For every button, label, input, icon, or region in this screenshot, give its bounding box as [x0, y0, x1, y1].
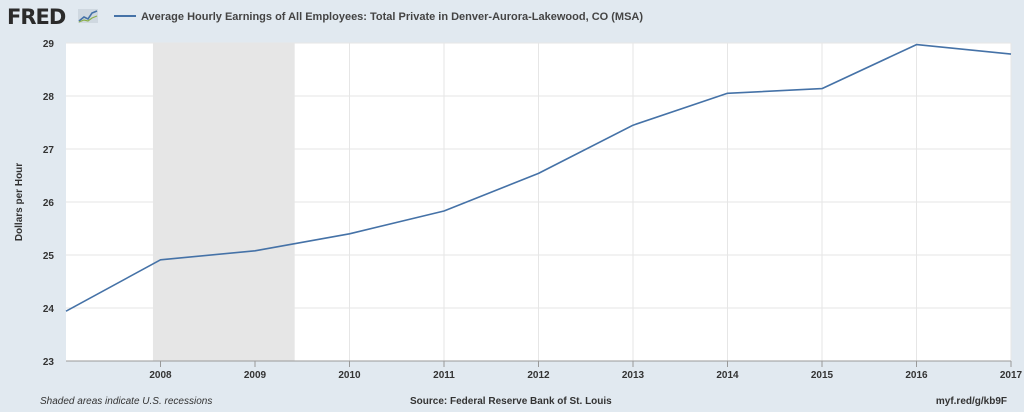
y-tick-label: 29	[43, 39, 55, 50]
data-point[interactable]	[820, 86, 825, 91]
y-tick-label: 27	[43, 145, 55, 156]
y-tick-label: 28	[43, 92, 55, 103]
y-tick-label: 23	[43, 357, 55, 368]
x-tick-label: 2016	[905, 370, 928, 381]
x-tick-label: 2014	[716, 370, 739, 381]
y-tick-label: 24	[43, 304, 55, 315]
fred-logo[interactable]: FRED	[7, 5, 66, 29]
y-tick-label: 25	[43, 251, 55, 262]
x-tick-label: 2009	[244, 370, 267, 381]
data-point[interactable]	[253, 248, 258, 253]
axis-layer: 23 24 25 26 27 28 29 2008 2009 2010 2011 2012 2013 20…	[43, 39, 1023, 381]
data-point[interactable]	[1009, 52, 1014, 57]
data-point[interactable]	[158, 257, 163, 262]
data-point[interactable]	[64, 309, 69, 314]
chart-header: FRED Average Hourly Earnings of All Empl…	[0, 0, 1024, 36]
short-link[interactable]: myf.red/g/kb9F	[935, 396, 1007, 407]
x-tick-label: 2008	[149, 370, 172, 381]
data-point[interactable]	[536, 171, 541, 176]
x-tick-label: 2011	[433, 370, 455, 381]
x-tick-label: 2015	[811, 370, 834, 381]
series-layer	[64, 42, 1014, 314]
legend[interactable]: Average Hourly Earnings of All Employees…	[114, 11, 643, 23]
data-point[interactable]	[725, 91, 730, 96]
x-tick-label: 2017	[1000, 370, 1023, 381]
y-axis-title: Dollars per Hour	[14, 163, 25, 241]
x-tick-label: 2013	[622, 370, 645, 381]
grid-layer	[66, 42, 1012, 362]
source-text: Source: Federal Reserve Bank of St. Loui…	[410, 396, 612, 407]
line-chart-icon	[78, 9, 98, 23]
x-tick-label: 2012	[527, 370, 550, 381]
recession-note: Shaded areas indicate U.S. recessions	[40, 396, 213, 407]
data-point[interactable]	[442, 209, 447, 214]
data-point[interactable]	[347, 231, 352, 236]
series-line-0[interactable]	[65, 43, 1012, 312]
x-tick-label: 2010	[338, 370, 361, 381]
data-point[interactable]	[631, 123, 636, 128]
legend-swatch	[114, 15, 136, 18]
y-tick-label: 26	[43, 198, 55, 209]
legend-label: Average Hourly Earnings of All Employees…	[141, 11, 644, 23]
data-point[interactable]	[914, 42, 919, 47]
